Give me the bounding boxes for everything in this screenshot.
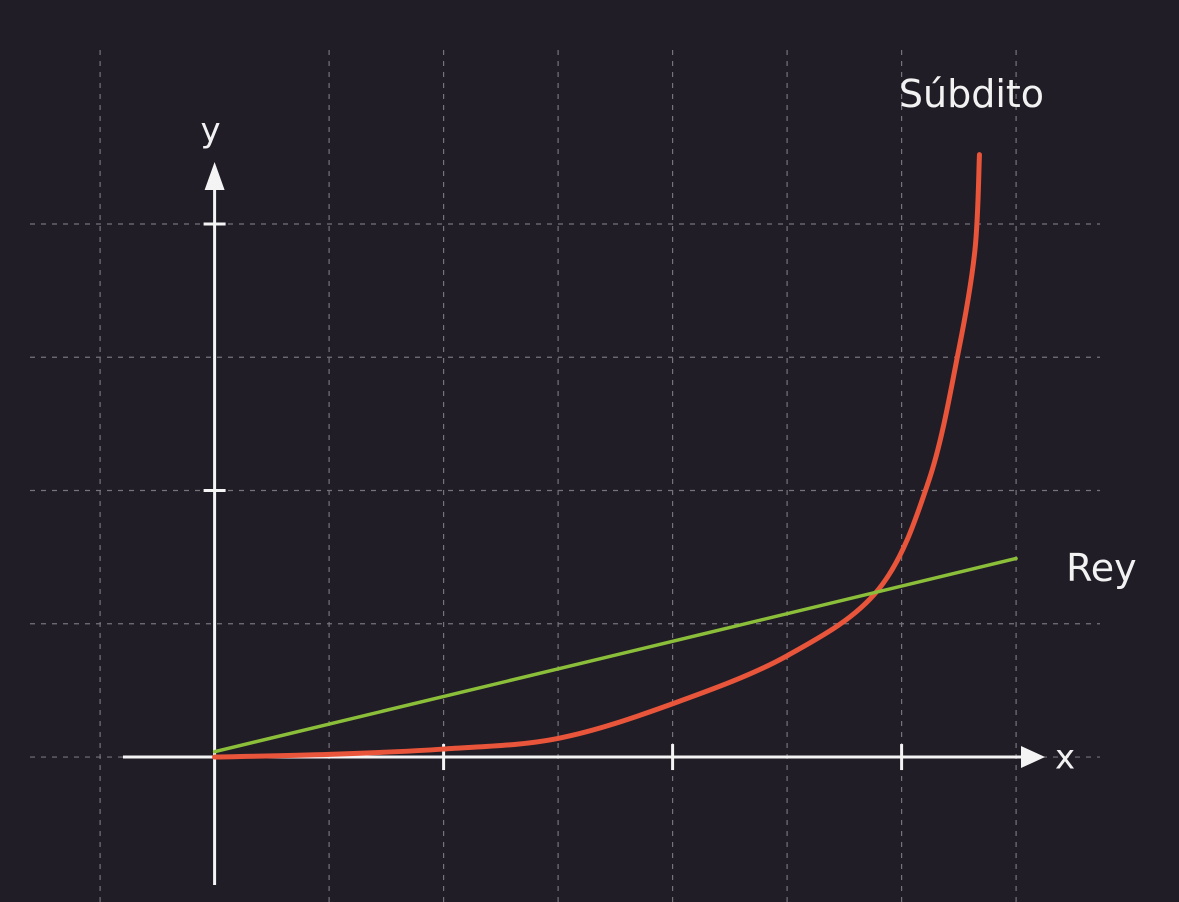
grid xyxy=(30,50,1100,902)
marks: Súbdito Rey xyxy=(212,72,1137,760)
series-label: Rey xyxy=(1066,546,1137,590)
series-line xyxy=(212,556,1018,754)
series-label: Súbdito xyxy=(899,72,1044,116)
y-axis-label: y xyxy=(201,111,221,151)
y-arrow xyxy=(204,162,225,190)
axes: xy xyxy=(123,111,1075,885)
x-axis-label: x xyxy=(1055,738,1075,778)
series-line xyxy=(212,152,982,760)
x-arrow xyxy=(1021,746,1045,769)
